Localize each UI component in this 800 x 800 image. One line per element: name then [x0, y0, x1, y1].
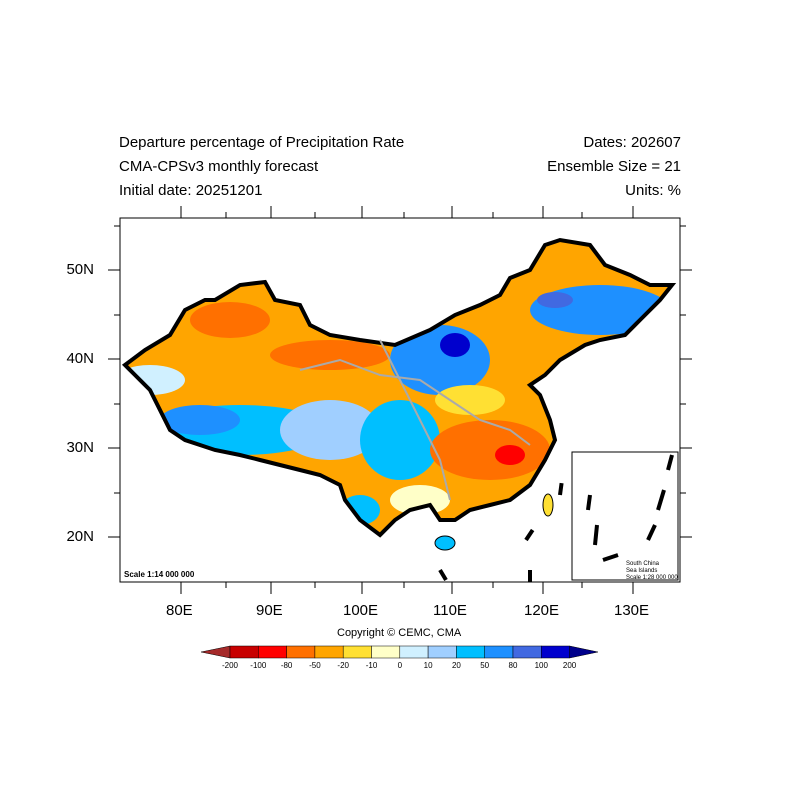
title-variable: Departure percentage of Precipitation Ra…	[119, 134, 405, 151]
taiwan	[542, 493, 554, 517]
lon-label: 130E	[614, 602, 650, 619]
title-initial-date: Initial date: 20251201	[119, 182, 263, 199]
lon-label: 80E	[166, 602, 193, 619]
inset-line: South China	[626, 561, 660, 567]
inset-line: Sea Islands	[626, 568, 658, 574]
title-units: Units: %	[625, 182, 681, 199]
colorbar-label: 80	[508, 661, 518, 670]
colorbar-label: 100	[534, 661, 548, 670]
lon-label: 120E	[524, 602, 560, 619]
hainan	[434, 535, 456, 551]
colorbar-label: 10	[423, 661, 433, 670]
colorbar-label: -50	[309, 661, 321, 670]
colorbar-label: -10	[365, 661, 378, 670]
colorbar-label: 20	[451, 661, 461, 670]
colorbar-label: 200	[562, 661, 577, 670]
copyright: Copyright © CEMC, CMA	[337, 627, 462, 639]
scale-text: Scale 1:14 000 000	[124, 570, 195, 579]
title-model: CMA-CPSv3 monthly forecast	[119, 158, 319, 175]
title-ensemble: Ensemble Size = 21	[547, 158, 681, 175]
inset-label: South China Sea Islands Scale 1:28 000 0…	[626, 561, 678, 582]
colorbar-label: -80	[280, 661, 293, 670]
lon-label: 90E	[256, 602, 283, 619]
colorbar-label: -100	[250, 661, 267, 670]
lat-label: 40N	[66, 350, 94, 367]
lat-label: 20N	[66, 528, 94, 545]
lon-label: 110E	[433, 602, 467, 619]
lon-label: 100E	[343, 602, 379, 619]
inset-frame	[571, 451, 679, 581]
lat-label: 30N	[66, 439, 94, 456]
lat-label: 50N	[66, 261, 94, 278]
colorbar-label: -20	[337, 661, 349, 670]
title-dates: Dates: 202607	[583, 134, 681, 151]
inset-line: Scale 1:28 000 000	[626, 575, 678, 581]
colorbar-label: -200	[221, 661, 238, 670]
colorbar-label: 50	[480, 661, 490, 670]
colorbar-label: 0	[397, 661, 403, 670]
